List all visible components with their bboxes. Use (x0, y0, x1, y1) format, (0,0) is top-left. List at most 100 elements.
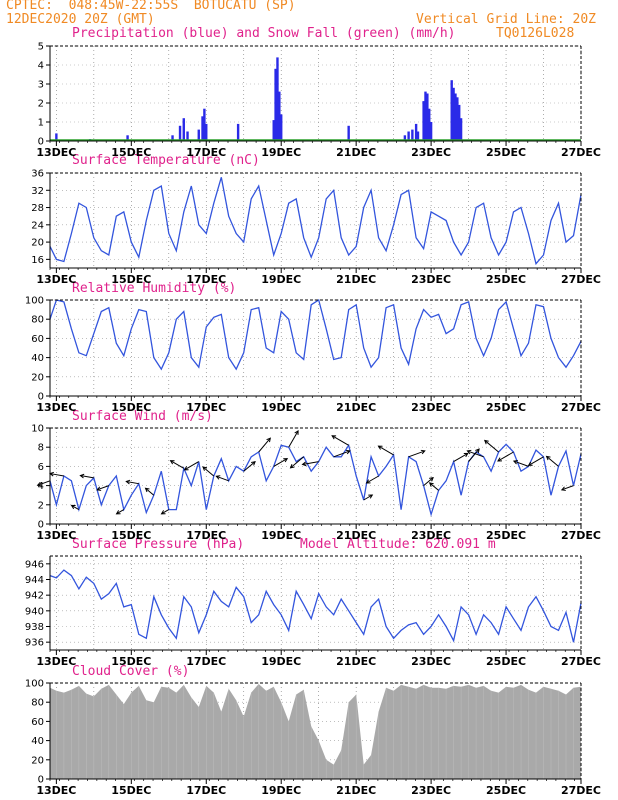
precip-bar (416, 131, 420, 141)
grid-line-note: Vertical Grid Line: 20Z (416, 12, 597, 27)
y-tick-label: 1 (38, 118, 44, 129)
x-date-label: 13DEC (36, 401, 76, 414)
wind-arrow-head (560, 486, 566, 491)
y-tick-label: 5 (38, 42, 44, 53)
wind-arrow-head (512, 459, 518, 465)
precip-bar (276, 57, 279, 141)
wind-arrow (290, 456, 305, 469)
x-date-label: 15DEC (111, 401, 151, 414)
wind-arrow-head (497, 457, 502, 462)
y-tick-label: 6 (38, 462, 44, 473)
wind-arrow-head (125, 479, 131, 485)
wind-arrow-head (251, 461, 256, 466)
y-tick-label: 936 (25, 638, 44, 649)
wind-arrow (202, 466, 215, 477)
x-date-label: 25DEC (486, 529, 526, 542)
precip-bar (456, 97, 459, 141)
wind-arrow-head (283, 458, 289, 463)
station-header: CPTEC: 048:45W-22:55S BOTUCATU (SP) (6, 0, 296, 13)
x-date-label: 27DEC (561, 784, 601, 797)
precip-bar (186, 131, 189, 141)
wind-arrow (331, 435, 349, 446)
x-date-label: 25DEC (486, 401, 526, 414)
wind-arrow (37, 480, 51, 486)
wind-arrow (453, 452, 469, 463)
y-tick-label: 32 (31, 186, 44, 197)
x-date-label: 23DEC (411, 655, 451, 668)
x-date-label: 17DEC (186, 273, 226, 286)
precip-bar (182, 118, 185, 141)
wind-arrow (126, 480, 139, 485)
precip-bar (426, 93, 429, 141)
x-date-label: 19DEC (261, 401, 301, 414)
x-date-label: 15DEC (111, 655, 151, 668)
precip-bar (236, 123, 240, 141)
x-date-label: 21DEC (336, 529, 376, 542)
humidity-title: Relative Humidity (%) (72, 281, 237, 296)
wind-arrow (366, 475, 379, 484)
wind-arrow-head (365, 479, 371, 484)
x-date-label: 27DEC (561, 273, 601, 286)
y-tick-label: 16 (31, 255, 44, 266)
y-tick-label: 80 (31, 698, 44, 709)
wind-arrow-head (368, 494, 374, 499)
precip-bar (428, 108, 431, 141)
wind-arrow-head (202, 466, 208, 471)
x-date-label: 19DEC (261, 784, 301, 797)
cloud-area (50, 684, 581, 779)
y-tick-label: 20 (31, 238, 44, 249)
y-tick-label: 60 (31, 717, 44, 728)
wind-arrow (484, 440, 499, 453)
wind-arrow (363, 494, 373, 501)
precip-bar (126, 135, 129, 141)
precip-bar (450, 80, 453, 141)
pressure-title: Surface Pressure (hPa) (72, 537, 245, 552)
x-date-label: 17DEC (186, 529, 226, 542)
x-date-label: 13DEC (36, 529, 76, 542)
wind-arrow (378, 445, 394, 456)
y-tick-label: 60 (31, 334, 44, 345)
wind-arrow-head (463, 452, 469, 458)
wind-arrow-head (377, 445, 383, 450)
x-date-label: 23DEC (411, 529, 451, 542)
wind-arrow (80, 475, 94, 479)
y-tick-label: 3 (38, 80, 44, 91)
y-tick-label: 28 (31, 203, 44, 214)
x-date-label: 13DEC (36, 146, 76, 159)
precip-bar (280, 114, 283, 141)
wind-arrow-head (289, 463, 295, 469)
y-tick-label: 4 (38, 61, 44, 72)
precip-bar (459, 118, 463, 141)
y-tick-label: 100 (25, 296, 44, 307)
wind-arrow (71, 504, 80, 511)
precip-bar (407, 131, 410, 141)
wind-arrow-head (183, 466, 189, 471)
precip-bar (203, 108, 206, 141)
x-date-label: 25DEC (486, 655, 526, 668)
wind-arrow-head (70, 504, 76, 510)
wind-arrow (258, 437, 271, 453)
y-tick-label: 946 (25, 559, 44, 570)
x-date-label: 21DEC (336, 655, 376, 668)
x-date-label: 17DEC (186, 146, 226, 159)
wind-arrow-head (79, 473, 85, 479)
y-tick-label: 0 (38, 392, 44, 403)
precip-bar (458, 104, 461, 141)
y-tick-label: 4 (38, 481, 44, 492)
wind-arrow-head (144, 487, 150, 493)
model-code: TQ0126L028 (496, 26, 575, 41)
temp-title: Surface Temperature (nC) (72, 153, 260, 168)
wind-arrow-head (428, 482, 434, 487)
wind-arrow (243, 461, 256, 472)
precip-bar (424, 91, 427, 141)
precip-bar (411, 129, 414, 141)
wind-arrow (333, 450, 351, 458)
y-tick-label: 0 (38, 520, 44, 531)
x-date-label: 19DEC (261, 146, 301, 159)
precip-bar (272, 120, 275, 141)
x-date-label: 19DEC (261, 529, 301, 542)
precip-bar (205, 123, 208, 141)
wind-arrow (170, 460, 185, 469)
wind-arrow-head (294, 430, 299, 435)
wind-arrow-head (483, 439, 489, 445)
